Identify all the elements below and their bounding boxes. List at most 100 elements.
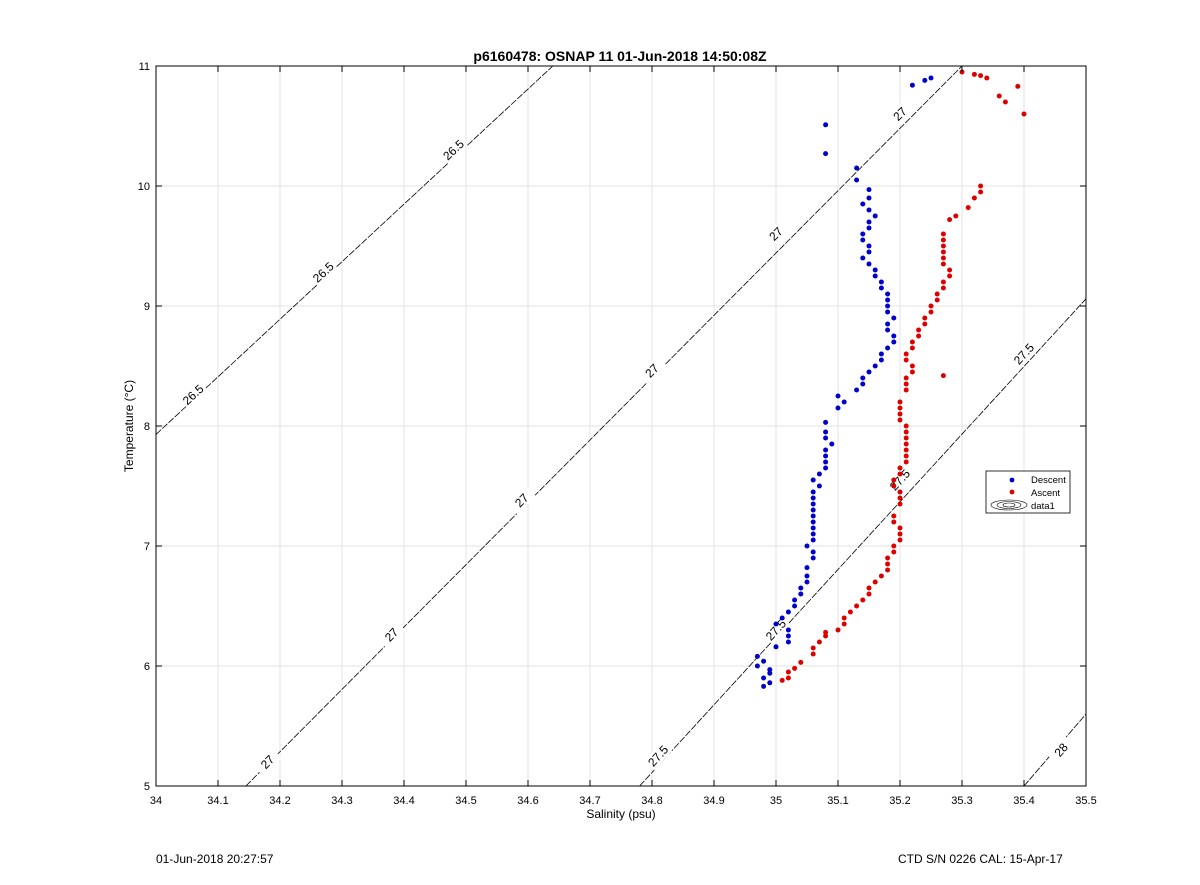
descent-point bbox=[841, 399, 847, 405]
descent-point bbox=[866, 261, 872, 267]
descent-point bbox=[866, 207, 872, 213]
descent-point bbox=[761, 658, 767, 664]
ascent-point bbox=[897, 501, 903, 507]
data-points bbox=[754, 69, 1027, 689]
isopycnal-label: 26.5 bbox=[440, 137, 467, 163]
descent-point bbox=[767, 670, 773, 676]
legend-marker-ascent bbox=[1009, 489, 1015, 495]
ascent-point bbox=[897, 489, 903, 495]
descent-point bbox=[872, 213, 878, 219]
isopycnal-label-bg bbox=[309, 258, 338, 287]
legend-entry-ascent: Ascent bbox=[1031, 488, 1060, 499]
footer-ctd-calibration: CTD S/N 0226 CAL: 15-Apr-17 bbox=[898, 852, 1063, 866]
ascent-point bbox=[903, 459, 909, 465]
x-tick-label: 34.8 bbox=[641, 795, 662, 807]
x-tick-label: 34.4 bbox=[393, 795, 414, 807]
ascent-point bbox=[897, 537, 903, 543]
ascent-point bbox=[823, 633, 829, 639]
descent-point bbox=[872, 267, 878, 273]
descent-point bbox=[854, 165, 860, 171]
descent-point bbox=[909, 82, 915, 88]
y-axis-ticks: 5 6 7 8 9 10 11 bbox=[138, 61, 1086, 793]
descent-point bbox=[854, 177, 860, 183]
descent-point bbox=[891, 315, 897, 321]
descent-point bbox=[779, 615, 785, 621]
descent-point bbox=[804, 543, 810, 549]
isopycnal-label: 27.5 bbox=[645, 742, 671, 769]
isopycnal-label-bg bbox=[762, 615, 790, 645]
descent-point bbox=[754, 663, 760, 669]
isopycnal-label-bg bbox=[885, 99, 915, 129]
ascent-point bbox=[940, 237, 946, 243]
y-tick-label: 5 bbox=[144, 781, 150, 793]
ascent-point bbox=[940, 243, 946, 249]
descent-point bbox=[878, 285, 884, 291]
ascent-point bbox=[903, 453, 909, 459]
descent-point bbox=[792, 597, 798, 603]
ascent-point bbox=[940, 261, 946, 267]
descent-point bbox=[878, 279, 884, 285]
descent-point bbox=[866, 249, 872, 255]
ascent-point bbox=[978, 183, 984, 189]
y-axis-label: Temperature (°C) bbox=[122, 380, 136, 472]
descent-point bbox=[816, 483, 822, 489]
ascent-point bbox=[891, 483, 897, 489]
ascent-point bbox=[798, 659, 804, 665]
isopycnal-label-bg bbox=[1047, 735, 1075, 765]
ascent-point bbox=[971, 195, 977, 201]
ascent-point bbox=[885, 561, 891, 567]
descent-point bbox=[860, 231, 866, 237]
ascent-point bbox=[897, 525, 903, 531]
ascent-point bbox=[971, 71, 977, 77]
descent-point bbox=[878, 357, 884, 363]
descent-point bbox=[866, 187, 872, 193]
ascent-point bbox=[891, 477, 897, 483]
descent-point bbox=[810, 531, 816, 537]
ascent-point bbox=[916, 333, 922, 339]
descent-point bbox=[885, 327, 891, 333]
ascent-point bbox=[922, 321, 928, 327]
ascent-point bbox=[903, 423, 909, 429]
ascent-point bbox=[940, 285, 946, 291]
ascent-point bbox=[810, 651, 816, 657]
isopycnal-label-bg bbox=[439, 136, 468, 164]
isopycnal-line-27-5 bbox=[639, 298, 1086, 786]
ascent-point bbox=[940, 279, 946, 285]
isopycnal-label-bg bbox=[178, 380, 208, 409]
descent-point bbox=[761, 683, 767, 689]
descent-point bbox=[798, 585, 804, 591]
descent-point bbox=[810, 501, 816, 507]
descent-point bbox=[823, 465, 829, 471]
ascent-point bbox=[1021, 111, 1027, 117]
ascent-point bbox=[922, 315, 928, 321]
descent-point bbox=[810, 513, 816, 519]
ascent-point bbox=[1002, 99, 1008, 105]
ascent-point bbox=[897, 465, 903, 471]
ascent-point bbox=[897, 495, 903, 501]
ascent-point bbox=[891, 519, 897, 525]
ascent-point bbox=[897, 417, 903, 423]
x-tick-label: 34 bbox=[150, 795, 162, 807]
ascent-point bbox=[885, 567, 891, 573]
ascent-point bbox=[903, 429, 909, 435]
descent-point bbox=[804, 565, 810, 571]
x-tick-label: 34.3 bbox=[331, 795, 352, 807]
ascent-point bbox=[897, 411, 903, 417]
descent-point bbox=[792, 603, 798, 609]
footer-timestamp: 01-Jun-2018 20:27:57 bbox=[156, 852, 274, 866]
y-tick-label: 7 bbox=[144, 541, 150, 553]
descent-point bbox=[785, 633, 791, 639]
descent-point bbox=[891, 339, 897, 345]
x-tick-label: 34.2 bbox=[269, 795, 290, 807]
ascent-point bbox=[785, 675, 791, 681]
y-tick-label: 10 bbox=[138, 181, 150, 193]
descent-point bbox=[885, 309, 891, 315]
ascent-point bbox=[947, 273, 953, 279]
isopycnal-line-27 bbox=[245, 66, 963, 786]
ascent-point bbox=[934, 291, 940, 297]
x-tick-label: 35 bbox=[770, 795, 782, 807]
x-tick-label: 35.5 bbox=[1075, 795, 1096, 807]
x-tick-label: 34.1 bbox=[207, 795, 228, 807]
descent-point bbox=[866, 243, 872, 249]
